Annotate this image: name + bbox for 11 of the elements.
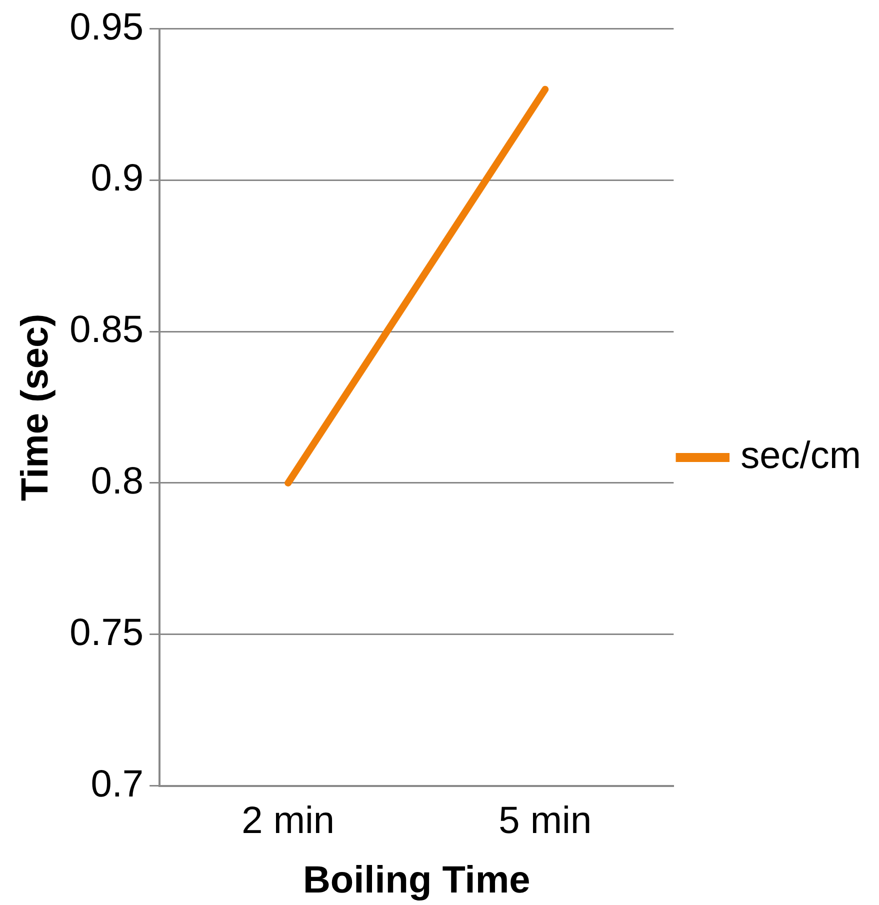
y-tick-label: 0.95 [70, 6, 144, 48]
x-tick-label: 2 min [242, 800, 335, 842]
y-tick-label: 0.75 [70, 612, 144, 654]
y-axis-title: Time (sec) [14, 314, 56, 501]
y-tick-label: 0.7 [90, 763, 144, 806]
y-tick-label: 0.85 [70, 309, 144, 352]
legend-label: sec/cm [740, 434, 862, 477]
y-tick-label: 0.9 [90, 158, 144, 200]
x-axis-title: Boiling Time [302, 860, 530, 902]
x-tick-label: 5 min [498, 800, 592, 842]
y-tick-label: 0.8 [90, 460, 144, 502]
